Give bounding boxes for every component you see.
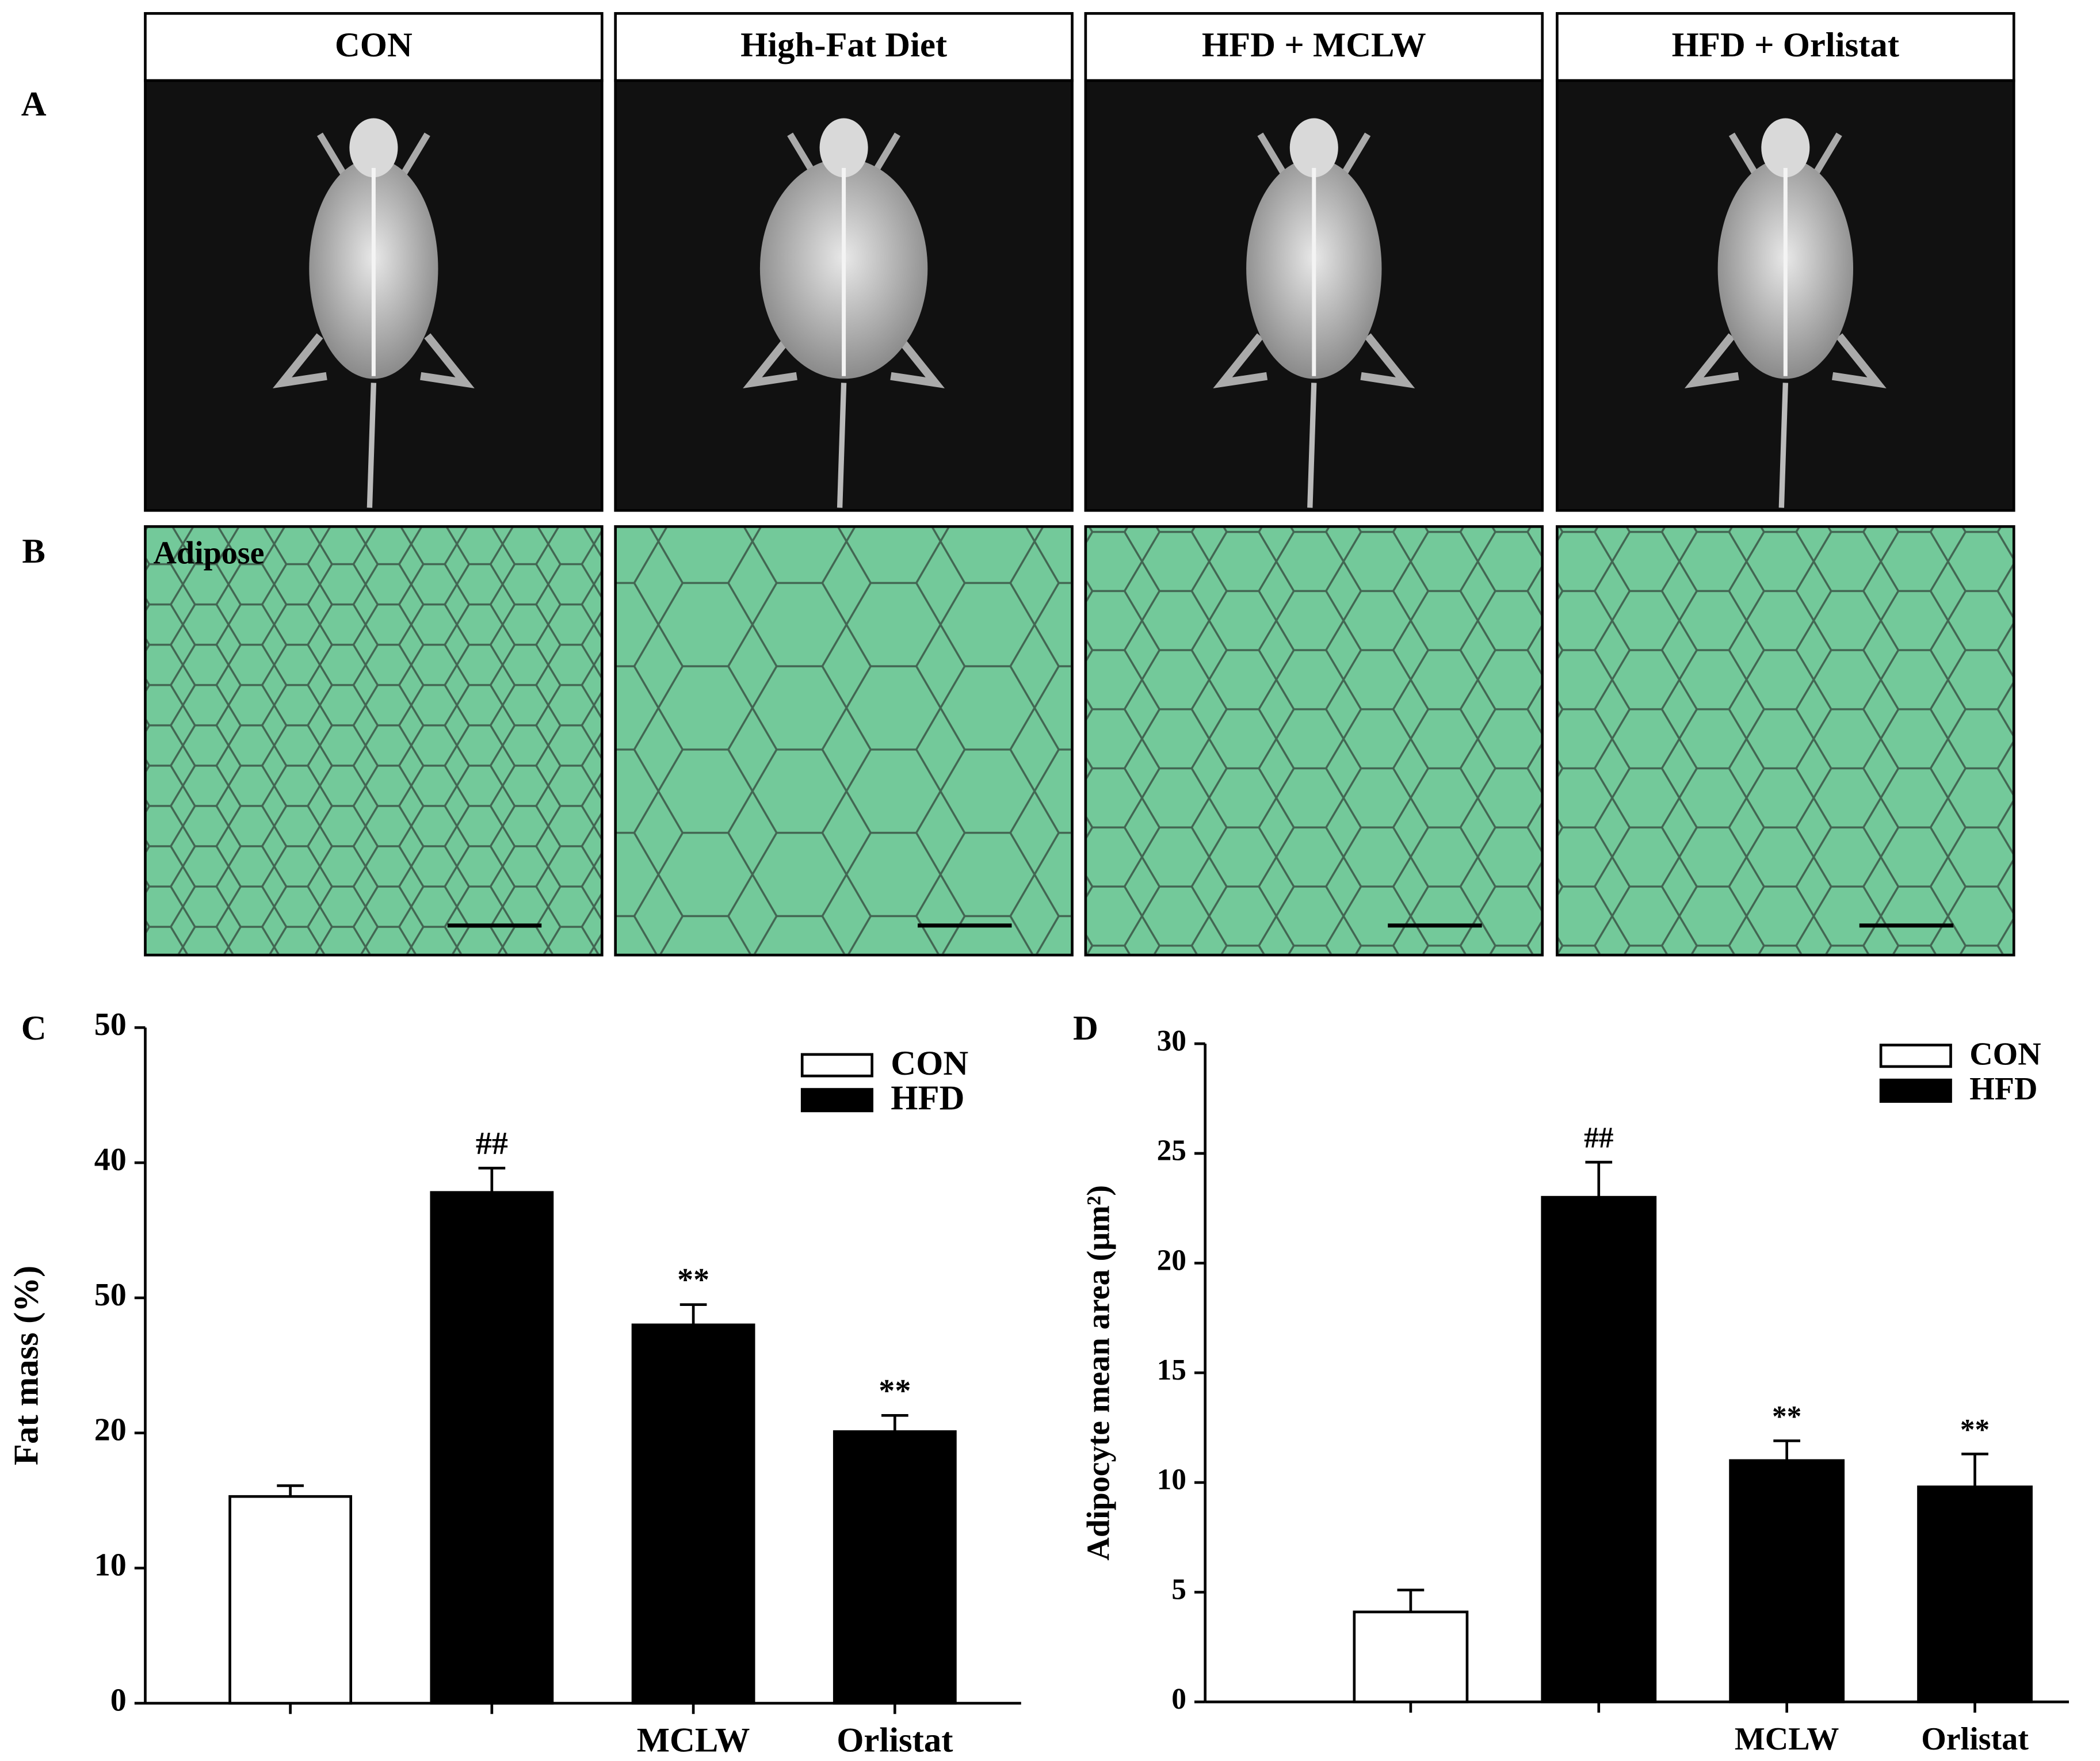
- histology-cells: [1558, 528, 2013, 954]
- bar: [1353, 1610, 1469, 1703]
- xray-legs: [1684, 333, 1887, 389]
- y-tick-label: 25: [1157, 1134, 1186, 1167]
- error-bar: [1397, 1588, 1425, 1612]
- bar: [1917, 1485, 2033, 1703]
- legend-swatch: [1879, 1044, 1952, 1068]
- error-bar: [277, 1484, 304, 1497]
- xray-legs: [272, 333, 475, 389]
- bar: [1729, 1459, 1845, 1703]
- y-tick-label: 50: [94, 1007, 127, 1042]
- xray-legs: [1213, 333, 1415, 389]
- error-bar: [1585, 1160, 1613, 1198]
- xray-head: [1761, 118, 1810, 178]
- significance-label: **: [677, 1262, 709, 1298]
- error-bar: [1961, 1452, 1988, 1487]
- y-tick-label: 5: [1171, 1573, 1186, 1606]
- xray-head: [349, 118, 398, 178]
- xray-tail: [1778, 383, 1789, 508]
- y-tick-label: 15: [1157, 1354, 1186, 1386]
- y-tick-label: 0: [1171, 1683, 1186, 1716]
- bar: [631, 1323, 755, 1705]
- legend-swatch: [800, 1053, 873, 1078]
- significance-label: ##: [1584, 1122, 1613, 1155]
- xray-arms: [1257, 132, 1371, 177]
- histology-cells: [617, 528, 1071, 954]
- y-tick-label: 10: [1157, 1464, 1186, 1496]
- panel-label: C: [21, 1009, 47, 1048]
- y-tick-label: 20: [1157, 1244, 1186, 1277]
- xray-head: [819, 118, 868, 178]
- xray-arms: [1728, 132, 1842, 177]
- panel-label: D: [1073, 1009, 1098, 1048]
- header-box: [614, 12, 1074, 82]
- y-tick-label: 40: [94, 1142, 127, 1178]
- legend-label: HFD: [1969, 1071, 2037, 1107]
- y-axis-label: Fat mass (%): [7, 1266, 46, 1465]
- header-box: [1084, 12, 1544, 82]
- header-label: CON: [335, 26, 413, 64]
- bar: [228, 1495, 353, 1705]
- legend-swatch: [1879, 1078, 1952, 1103]
- x-tick-label: MCLW: [637, 1721, 750, 1760]
- y-tick-label: 0: [110, 1682, 127, 1718]
- legend-label: CON: [891, 1044, 968, 1083]
- y-axis-label: Adipocyte mean area (μm²): [1081, 1185, 1117, 1561]
- header-label: HFD + MCLW: [1202, 26, 1426, 64]
- y-tick-label: 20: [94, 1412, 127, 1448]
- xray-legs: [743, 333, 945, 389]
- y-tick-label: 50: [94, 1277, 127, 1313]
- error-bar: [679, 1303, 707, 1325]
- y-tick-label: 10: [94, 1548, 127, 1583]
- bar: [1541, 1195, 1657, 1703]
- header-label: HFD + Orlistat: [1672, 26, 1899, 64]
- significance-label: **: [1772, 1400, 1801, 1433]
- legend-label: CON: [1969, 1036, 2041, 1072]
- x-tick-label: MCLW: [1735, 1721, 1839, 1757]
- error-bar: [478, 1167, 506, 1193]
- histology-cells: [1087, 528, 1541, 954]
- bar: [833, 1430, 957, 1705]
- header-label: High-Fat Diet: [740, 26, 947, 64]
- y-tick-label: 30: [1157, 1025, 1186, 1057]
- x-tick-label: Orlistat: [837, 1721, 953, 1760]
- error-bar: [1773, 1439, 1801, 1461]
- header-box: [1556, 12, 2015, 82]
- xray-tail: [1307, 383, 1317, 508]
- significance-label: ##: [476, 1126, 508, 1162]
- significance-label: **: [879, 1373, 911, 1409]
- legend-swatch: [800, 1088, 873, 1113]
- significance-label: **: [1960, 1414, 1990, 1446]
- header-box: [144, 12, 604, 82]
- adipose-label: Adipose: [153, 535, 264, 571]
- bar: [430, 1191, 554, 1705]
- panel-label: B: [22, 532, 45, 571]
- xray-tail: [837, 383, 847, 508]
- error-bar: [881, 1414, 908, 1432]
- histology-cells: [146, 528, 601, 954]
- x-tick-label: Orlistat: [1921, 1721, 2029, 1757]
- xray-arms: [316, 132, 430, 177]
- xray-head: [1289, 118, 1338, 178]
- legend-label: HFD: [891, 1079, 964, 1118]
- xray-tail: [366, 383, 377, 508]
- panel-label: A: [21, 85, 47, 124]
